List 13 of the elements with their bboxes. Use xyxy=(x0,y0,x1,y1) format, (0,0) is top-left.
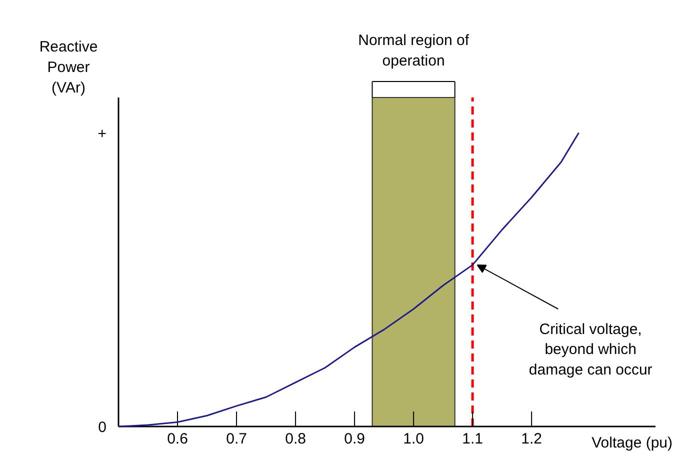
x-tick-label: 0.6 xyxy=(167,430,188,448)
x-tick-label: 1.0 xyxy=(403,430,424,448)
x-tick-label: 0.8 xyxy=(285,430,306,448)
band-label: Normal region of operation xyxy=(358,32,470,70)
x-tick-label: 1.2 xyxy=(521,430,542,448)
x-axis-title: Voltage (pu) xyxy=(592,434,673,452)
x-tick-label: 0.9 xyxy=(344,430,365,448)
y-axis-title: Reactive Power (VAr) xyxy=(39,38,98,96)
x-tick-label: 0.7 xyxy=(226,430,247,448)
text: + xyxy=(98,125,107,142)
annotation: Critical voltage, beyond which damage can occur xyxy=(528,320,652,379)
text: 0 xyxy=(98,419,106,436)
x-tick-label: 1.1 xyxy=(462,430,483,448)
